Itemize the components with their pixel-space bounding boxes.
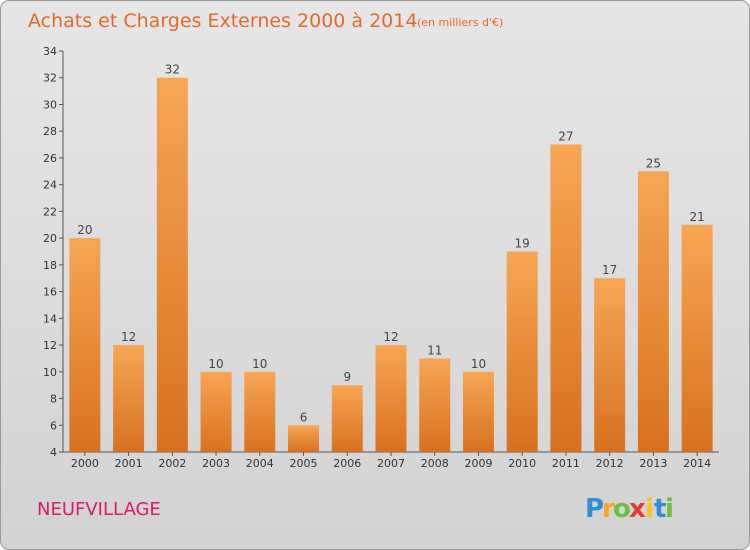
bar	[244, 371, 276, 452]
bars	[69, 77, 713, 453]
bar	[462, 371, 494, 452]
data-label: 12	[383, 330, 398, 344]
x-tick-label: 2001	[115, 457, 143, 470]
chart-subtitle: (en milliers d'€)	[417, 16, 503, 29]
data-label: 11	[427, 343, 442, 357]
y-tick-label: 4	[50, 446, 57, 459]
data-label: 32	[165, 63, 180, 77]
logo-letter: i	[665, 494, 674, 524]
y-tick-label: 32	[43, 72, 57, 85]
y-tick-labels: 4 6 8 10 12 14 16 18 20 22 24 26 28 30 32 34	[43, 45, 57, 459]
x-tick-label: 2012	[596, 457, 624, 470]
commune-name: NEUFVILLAGE	[37, 499, 161, 520]
logo-letter: r	[602, 494, 615, 524]
y-tick-label: 18	[43, 259, 57, 272]
x-tick-label: 2013	[639, 457, 667, 470]
data-label: 21	[689, 210, 704, 224]
data-label: 10	[471, 357, 486, 371]
data-label: 12	[121, 330, 136, 344]
data-label: 20	[77, 223, 92, 237]
logo-letter: x	[629, 494, 646, 524]
data-label: 27	[558, 130, 573, 144]
data-label: 17	[602, 263, 617, 277]
data-label: 25	[646, 156, 661, 170]
chart-title: Achats et Charges Externes 2000 à 2014	[28, 10, 417, 32]
x-tick-label: 2004	[246, 457, 274, 470]
x-tick-label: 2005	[290, 457, 318, 470]
bar	[506, 251, 538, 452]
x-tick-label: 2009	[464, 457, 492, 470]
bar	[288, 425, 320, 452]
bar	[594, 278, 626, 452]
y-tick-label: 20	[43, 232, 57, 245]
bar	[69, 238, 101, 452]
y-tick-label: 6	[50, 419, 57, 432]
y-tick-label: 22	[43, 205, 57, 218]
y-tick-label: 28	[43, 125, 57, 138]
x-tick-label: 2008	[421, 457, 449, 470]
y-tick-label: 16	[43, 286, 57, 299]
y-tick-label: 12	[43, 339, 57, 352]
y-tick-label: 10	[43, 366, 57, 379]
logo-letter: t	[654, 494, 666, 524]
y-tick-label: 8	[50, 393, 57, 406]
data-label: 10	[208, 357, 223, 371]
logo-letter: o	[613, 494, 631, 524]
bar	[156, 77, 188, 452]
bar	[331, 385, 363, 452]
data-label: 6	[300, 410, 308, 424]
logo-letter: P	[585, 494, 604, 524]
data-label: 19	[515, 237, 530, 251]
y-tick-label: 34	[43, 45, 57, 58]
x-tick-label: 2010	[508, 457, 536, 470]
x-tick-labels: 2000 2001 2002 2003 2004 2005 2006 2007 2008 2009…	[71, 457, 711, 470]
y-tick-label: 24	[43, 179, 57, 192]
y-tick-label: 14	[43, 312, 57, 325]
data-label: 9	[343, 370, 351, 384]
data-labels: 20 12 32 10 10 6 9 12 11 10 19 27 17 25 21	[77, 63, 705, 425]
bar	[550, 144, 582, 453]
bar	[375, 345, 407, 452]
logo-letter: i	[645, 494, 654, 524]
bar	[419, 358, 451, 452]
bar	[681, 224, 713, 452]
x-tick-label: 2003	[202, 457, 230, 470]
y-tick-label: 26	[43, 152, 57, 165]
x-tick-label: 2006	[333, 457, 361, 470]
bar	[200, 371, 232, 452]
bar	[113, 345, 145, 452]
x-tick-label: 2002	[158, 457, 186, 470]
x-tick-label: 2011	[552, 457, 580, 470]
x-tick-label: 2000	[71, 457, 99, 470]
data-label: 10	[252, 357, 267, 371]
y-tick-label: 30	[43, 98, 57, 111]
x-tick-label: 2007	[377, 457, 405, 470]
bar	[637, 171, 669, 453]
x-tick-label: 2014	[683, 457, 711, 470]
